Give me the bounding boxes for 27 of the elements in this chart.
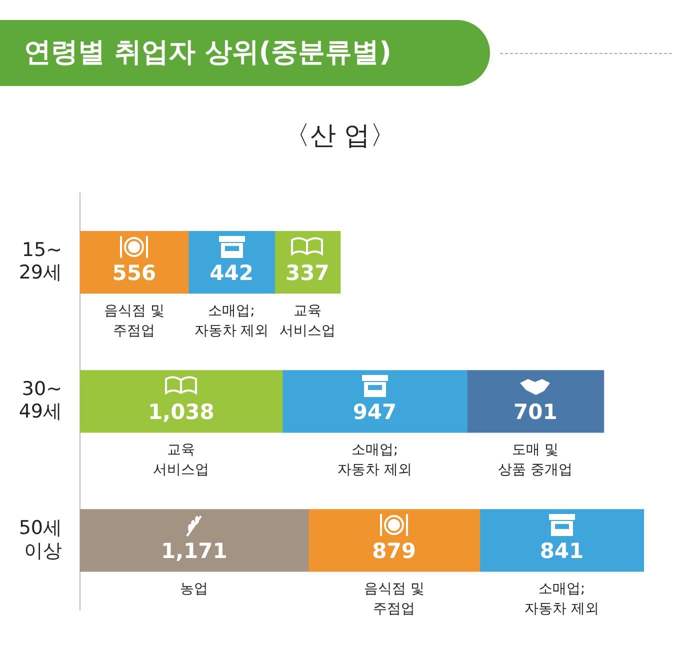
annotation: 교육 서비스업	[279, 302, 336, 339]
data-label: 556	[112, 260, 156, 285]
data-label: 701	[514, 400, 558, 424]
annotation: 교육 서비스업	[153, 442, 210, 478]
data-label: 947	[352, 400, 397, 424]
data-label: 442	[210, 260, 254, 285]
bar	[282, 370, 468, 433]
data-label: 1,038	[148, 400, 214, 424]
bar	[466, 370, 604, 433]
bar	[80, 509, 309, 572]
annotation: 소매업; 자동차 제외	[524, 581, 599, 618]
annotation: 소매업; 자동차 제외	[194, 302, 269, 339]
y-tick-label: 30~ 49세	[18, 378, 62, 423]
data-label: 337	[286, 260, 330, 285]
data-label: 1,171	[160, 538, 228, 563]
annotation: 농업	[180, 581, 208, 598]
annotation: 음식점 및 주점업	[364, 581, 424, 618]
chart-subtitle: 〈산 업〉	[282, 120, 398, 153]
data-label: 841	[540, 538, 584, 563]
annotation: 음식점 및 주점업	[104, 302, 164, 339]
y-tick-label: 15~ 29세	[18, 238, 62, 284]
chart-title: 연령별 취업자 상위(중분류별)	[0, 20, 490, 86]
annotation: 소매업; 자동차 제외	[338, 442, 412, 478]
annotation: 도매 및 상품 중개업	[498, 442, 573, 478]
bar	[80, 231, 189, 294]
y-tick-label: 50세 이상	[18, 517, 62, 562]
data-label: 879	[372, 538, 416, 563]
